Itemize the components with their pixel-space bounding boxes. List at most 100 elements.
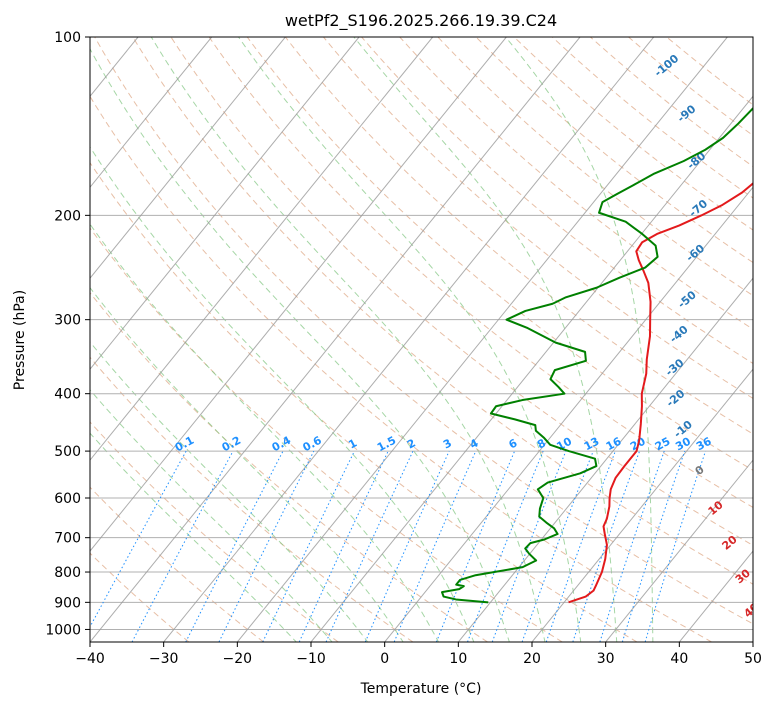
mixing-ratio-line [572,450,641,642]
moist-adiabat-line [90,146,475,642]
dry-adiabat-line [246,37,753,471]
moist-adiabat-line [90,223,440,642]
dry-adiabat-line [90,227,563,642]
wet-bulb-label: -90 [675,102,699,125]
mixing-ratio-line [364,450,450,642]
dry-adiabat-line [361,37,753,365]
mixing-ratio-line [90,450,187,628]
isotherm-line [0,37,64,642]
mixing-ratio-line [599,450,665,642]
moist-adiabat-line [90,432,297,642]
dry-adiabat-line [90,356,414,642]
moist-adiabat-line [353,37,618,642]
mixing-ratio-line [521,450,594,642]
x-tick-label: 40 [670,651,688,667]
isotherm-line [90,37,360,370]
dry-adiabat-line [399,37,753,330]
moist-adiabats [90,37,654,642]
temperature-line-label: 40 [741,600,761,620]
mixing-ratio-label: 13 [582,435,602,454]
isoline-labels: 0.1 0.2 0.4 0.6 1 1.5 2 3 4 6 8 10 13 16 20 25 30 36-100-… [173,52,761,621]
isotherm-line [605,459,753,642]
mixing-ratio-label: 3 [441,436,454,451]
y-tick-label: 100 [54,30,81,46]
sounding-profiles [441,106,753,604]
plot-area: 0.1 0.2 0.4 0.6 1 1.5 2 3 4 6 8 10 13 16 20 25 30 36-100-… [0,37,761,642]
y-tick-label: 700 [54,531,81,547]
mixing-ratio-label: 16 [604,435,624,454]
mixing-ratio-line [325,450,414,642]
dry-adiabat-line [208,37,753,508]
mixing-ratio-line [393,450,477,642]
x-tick-label: 20 [523,651,541,667]
mixing-ratio-label: 30 [673,435,693,454]
wet-bulb-label: -100 [652,52,682,80]
mixing-ratio-label: 6 [507,436,520,451]
mixing-ratio-line [435,450,516,642]
wet-bulb-label: -40 [667,323,691,346]
isotherm-line [90,37,581,642]
x-axis-label: Temperature (°C) [360,681,482,697]
x-axis: −40 −30 −20 −10 0 10 20 30 40 50 [75,642,762,667]
y-axis-label: Pressure (hPa) [12,290,28,390]
isotherm-line [163,37,655,642]
x-tick-label: 30 [597,651,615,667]
plot-frame [89,36,754,643]
wet-bulb-label: -10 [671,418,695,441]
y-tick-label: 800 [54,565,81,581]
dry-adiabat-line [170,37,753,546]
dry-adiabats [90,37,753,642]
dry-adiabat-line [513,37,753,231]
mixing-ratio-label: 4 [468,436,481,451]
wet-bulb-label: -80 [685,149,709,172]
dry-adiabat-line [90,421,339,642]
mixing-ratio-label: 36 [694,435,714,454]
moist-adiabat-line [90,47,510,642]
x-tick-label: −30 [149,651,179,667]
dry-adiabat-line [132,37,753,585]
mixing-ratio-label: 2 [405,436,418,451]
x-tick-label: −40 [75,651,105,667]
isotherm-line [752,641,753,642]
chart-title: wetPf2_S196.2025.266.19.39.C24 [285,11,557,31]
dry-adiabat-line [551,37,753,199]
dry-adiabat-line [90,291,488,642]
dry-adiabat-line [437,37,753,297]
x-tick-label: −20 [223,651,253,667]
dry-adiabat-line [666,37,753,106]
mixing-ratio-line [621,450,686,642]
isotherm-line [90,37,507,552]
y-tick-label: 1000 [45,622,81,638]
y-axis: 100 200 300 400 500 600 700 800 900 1000 [45,30,90,638]
moist-adiabat-line [90,286,404,642]
isotherm-line [310,95,753,642]
isotherm-line [90,37,434,461]
y-tick-label: 400 [54,387,81,403]
dry-adiabat-line [90,552,190,642]
mixing-ratio-lines [90,450,707,642]
mixing-ratio-line [262,450,355,642]
mixing-ratio-line [218,450,315,642]
y-tick-label: 200 [54,208,81,224]
isotherm-line [90,37,286,280]
isotherm-line [384,186,753,642]
zero-isotherm-label: 0 [693,463,707,478]
x-tick-label: 10 [449,651,467,667]
isotherm-line [236,37,728,642]
mixing-ratio-line [185,450,284,642]
mixing-ratio-label: 25 [653,435,673,454]
x-tick-label: −10 [296,651,326,667]
mixing-ratio-line [491,450,567,642]
dewpoint-profile-line [441,106,753,604]
isotherm-line [531,368,753,642]
x-tick-label: 50 [744,651,762,667]
wet-bulb-label: -20 [664,387,688,410]
wet-bulb-label: -30 [663,356,687,379]
y-tick-label: 900 [54,595,81,611]
y-tick-label: 300 [54,313,81,329]
x-tick-label: 0 [380,651,389,667]
dry-adiabat-line [90,95,712,642]
temperature-line-label: 30 [733,566,753,586]
mixing-ratio-line [467,450,544,642]
